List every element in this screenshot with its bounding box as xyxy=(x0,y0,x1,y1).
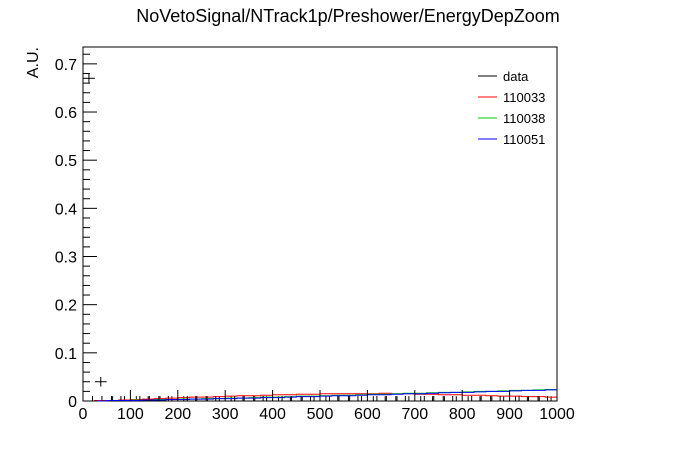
y-tick-label: 0.1 xyxy=(55,346,77,363)
x-tick-label: 700 xyxy=(401,406,428,423)
x-tick-label: 1000 xyxy=(539,406,575,423)
x-tick-label: 400 xyxy=(259,406,286,423)
plot-frame xyxy=(82,46,558,402)
axes-layer: 0 100 200 300 400 500 600 700 800 900 1000 0 0.1 0.2 0… xyxy=(55,53,575,423)
x-tick-label: 300 xyxy=(212,406,239,423)
series-line-110033 xyxy=(83,392,557,402)
x-tick-label: 600 xyxy=(354,406,381,423)
series-data xyxy=(83,73,557,402)
y-tick-label: 0.5 xyxy=(55,153,77,170)
legend-label-110033: 110033 xyxy=(503,90,545,105)
x-tick-label: 0 xyxy=(79,406,88,423)
y-tick-label: 0 xyxy=(68,394,77,411)
y-axis-label: A.U. xyxy=(25,47,42,78)
legend: data 110033 110038 110051 xyxy=(478,69,545,147)
y-tick-label: 0.6 xyxy=(55,105,77,122)
legend-label-110038: 110038 xyxy=(503,111,545,126)
y-tick-label: 0.3 xyxy=(55,250,77,267)
series-110033 xyxy=(83,392,557,402)
x-tick-label: 800 xyxy=(449,406,476,423)
legend-label-110051: 110051 xyxy=(503,132,545,147)
series-110051 xyxy=(83,389,557,402)
chart-title: NoVetoSignal/NTrack1p/Preshower/EnergyDe… xyxy=(136,6,560,26)
series-line-110051 xyxy=(83,389,557,402)
y-tick-label: 0.7 xyxy=(55,57,77,74)
y-tick-label: 0.4 xyxy=(55,201,77,218)
x-tick-label: 200 xyxy=(164,406,191,423)
y-tick-label: 0.2 xyxy=(55,298,77,315)
legend-label-data: data xyxy=(503,69,529,84)
x-tick-label: 900 xyxy=(496,406,523,423)
x-tick-label: 500 xyxy=(307,406,334,423)
series-layer xyxy=(83,73,557,402)
x-tick-label: 100 xyxy=(117,406,144,423)
